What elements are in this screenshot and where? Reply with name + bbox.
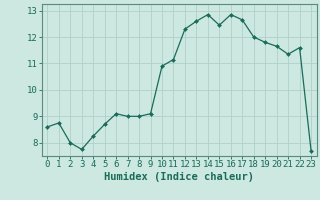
X-axis label: Humidex (Indice chaleur): Humidex (Indice chaleur) [104, 172, 254, 182]
